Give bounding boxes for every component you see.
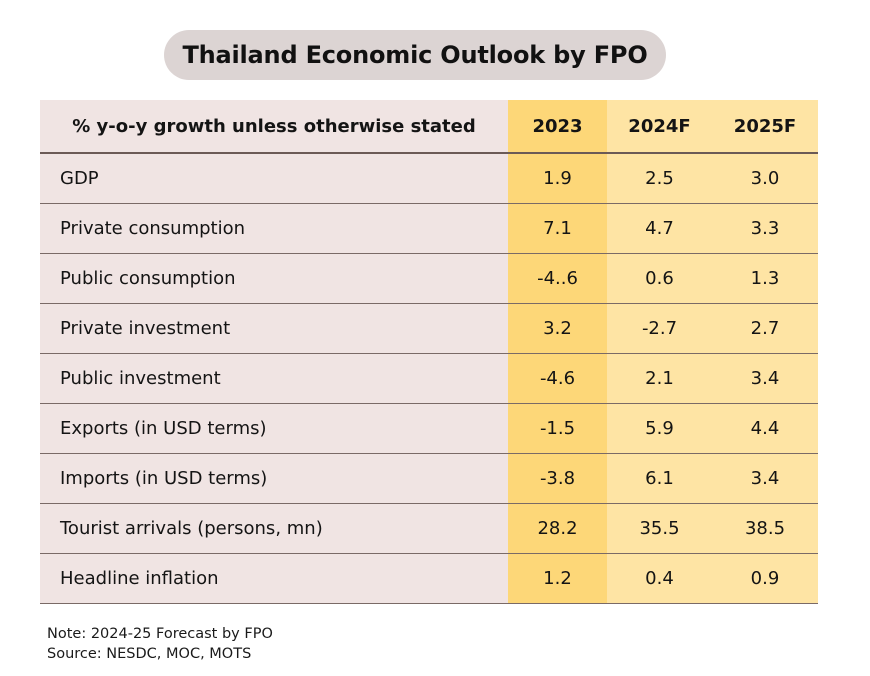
row-label: Private investment xyxy=(40,303,508,354)
cell-value: 3.2 xyxy=(508,303,607,354)
cell-value: -1.5 xyxy=(508,403,607,454)
cell-value: 4.4 xyxy=(712,403,818,454)
row-label: Imports (in USD terms) xyxy=(40,453,508,504)
cell-value: -3.8 xyxy=(508,453,607,504)
cell-value: 28.2 xyxy=(508,503,607,554)
cell-value: 35.5 xyxy=(607,503,712,554)
cell-value: 4.7 xyxy=(607,203,712,254)
economic-outlook-table: % y-o-y growth unless otherwise stated 2… xyxy=(40,100,818,604)
footnotes: Note: 2024-25 Forecast by FPO Source: NE… xyxy=(47,624,273,664)
cell-value: 0.4 xyxy=(607,553,712,604)
header-label: % y-o-y growth unless otherwise stated xyxy=(40,100,508,154)
table-row: Tourist arrivals (persons, mn) 28.2 35.5 38… xyxy=(40,503,818,554)
source-text: Source: NESDC, MOC, MOTS xyxy=(47,646,252,662)
cell-value: 2.1 xyxy=(607,353,712,404)
header-row: % y-o-y growth unless otherwise stated 2… xyxy=(40,100,818,154)
cell-value: -2.7 xyxy=(607,303,712,354)
table-row: Headline inflation 1.2 0.4 0.9 xyxy=(40,553,818,604)
cell-value: 5.9 xyxy=(607,403,712,454)
cell-value: 3.4 xyxy=(712,353,818,404)
table-row: Public consumption -4..6 0.6 1.3 xyxy=(40,253,818,304)
row-label: Tourist arrivals (persons, mn) xyxy=(40,503,508,554)
cell-value: 0.6 xyxy=(607,253,712,304)
table-row: Exports (in USD terms) -1.5 5.9 4.4 xyxy=(40,403,818,454)
cell-value: 3.3 xyxy=(712,203,818,254)
cell-value: 3.0 xyxy=(712,153,818,204)
row-label: Public consumption xyxy=(40,253,508,304)
row-label: Public investment xyxy=(40,353,508,404)
table-row: Public investment -4.6 2.1 3.4 xyxy=(40,353,818,404)
header-year-2024f: 2024F xyxy=(607,100,712,154)
header-year-2025f: 2025F xyxy=(712,100,818,154)
cell-value: 2.7 xyxy=(712,303,818,354)
title-banner: Thailand Economic Outlook by FPO xyxy=(164,30,666,80)
cell-value: 1.2 xyxy=(508,553,607,604)
cell-value: 0.9 xyxy=(712,553,818,604)
cell-value: -4.6 xyxy=(508,353,607,404)
header-year-2023: 2023 xyxy=(508,100,607,154)
cell-value: -4..6 xyxy=(508,253,607,304)
row-label: Exports (in USD terms) xyxy=(40,403,508,454)
row-label: Headline inflation xyxy=(40,553,508,604)
cell-value: 1.3 xyxy=(712,253,818,304)
cell-value: 1.9 xyxy=(508,153,607,204)
cell-value: 7.1 xyxy=(508,203,607,254)
table-row: Private consumption 7.1 4.7 3.3 xyxy=(40,203,818,254)
table-row: Private investment 3.2 -2.7 2.7 xyxy=(40,303,818,354)
cell-value: 38.5 xyxy=(712,503,818,554)
cell-value: 6.1 xyxy=(607,453,712,504)
row-label: Private consumption xyxy=(40,203,508,254)
page-title: Thailand Economic Outlook by FPO xyxy=(182,41,648,69)
cell-value: 3.4 xyxy=(712,453,818,504)
cell-value: 2.5 xyxy=(607,153,712,204)
table-row: GDP 1.9 2.5 3.0 xyxy=(40,153,818,204)
row-label: GDP xyxy=(40,153,508,204)
table-row: Imports (in USD terms) -3.8 6.1 3.4 xyxy=(40,453,818,504)
note-text: Note: 2024-25 Forecast by FPO xyxy=(47,626,273,642)
